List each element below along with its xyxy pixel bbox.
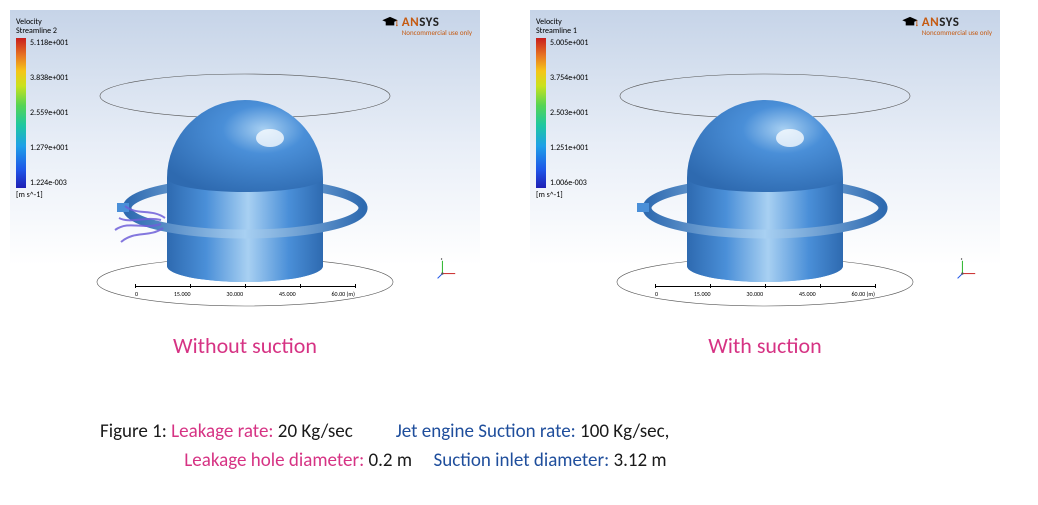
ansys-logo: ANSYS Noncommercial use only [381,16,472,36]
legend-unit: [m s^-1] [16,190,68,200]
caption-segment [353,420,396,443]
legend-title-line2: Streamline 1 [536,27,588,36]
legend-ticks: 5.118e+001 3.838e+001 2.559e+001 1.279e+… [30,38,68,188]
colorbar [536,38,546,188]
ruler-label: 15.000 [694,290,711,298]
caption-segment: 20 Kg/sec [274,420,353,443]
legend-title-line2: Streamline 2 [16,27,68,36]
caption-segment: Suction inlet diameter: [434,449,610,472]
colorbar [16,38,26,188]
caption-segment: Jet engine Suction rate: [396,420,576,443]
figure-caption: Figure 1: Leakage rate: 20 Kg/sec Jet en… [100,418,669,475]
tick: 2.559e+001 [30,108,68,118]
legend-unit: [m s^-1] [536,190,588,200]
dome-render [585,48,945,308]
legend-ticks: 5.005e+001 3.754e+001 2.503e+001 1.251e+… [550,38,588,188]
ruler-label: 60.00 (m) [852,290,875,298]
scale-ruler: 0 15.000 30.000 45.000 60.00 (m) [135,286,355,304]
tick: 3.754e+001 [550,73,588,83]
scale-ruler: 0 15.000 30.000 45.000 60.00 (m) [655,286,875,304]
logo-subtitle: Noncommercial use only [922,29,992,36]
caption-line-1: Figure 1: Leakage rate: 20 Kg/sec Jet en… [100,418,669,447]
caption-line-2: Leakage hole diameter: 0.2 m Suction inl… [100,447,669,476]
tick: 1.006e-003 [550,178,588,188]
ruler-label: 45.000 [279,290,296,298]
color-legend: Velocity Streamline 2 5.118e+001 3.838e+… [16,18,68,200]
tick: 2.503e+001 [550,108,588,118]
sim-panel-with-suction: ANSYS Noncommercial use only Velocity St… [530,10,1000,310]
ansys-logo: ANSYS Noncommercial use only [901,16,992,36]
ruler-label: 0 [135,290,138,298]
panel-block-right: ANSYS Noncommercial use only Velocity St… [530,10,1000,359]
legend-title: Velocity Streamline 2 [16,18,68,36]
tick: 1.251e+001 [550,143,588,153]
graduation-cap-icon [381,16,399,28]
ruler-label: 15.000 [174,290,191,298]
panel-caption: Without suction [173,332,317,359]
color-legend: Velocity Streamline 1 5.005e+001 3.754e+… [536,18,588,200]
caption-segment: Leakage rate: [171,420,273,443]
ruler-label: 45.000 [799,290,816,298]
ruler-label: 60.00 (m) [332,290,355,298]
caption-segment: 3.12 m [609,449,666,472]
caption-segment: Leakage hole diameter: [184,449,364,472]
caption-segment: 100 Kg/sec, [576,420,670,443]
tick: 1.224e-003 [30,178,68,188]
legend-title: Velocity Streamline 1 [536,18,588,36]
panel-block-left: ANSYS Noncommercial use only Velocity St… [10,10,480,359]
tick: 1.279e+001 [30,143,68,153]
axis-triad-icon: z [956,256,980,280]
panels-row: ANSYS Noncommercial use only Velocity St… [0,0,1038,359]
panel-caption: With suction [708,332,821,359]
caption-segment [412,449,433,472]
graduation-cap-icon [901,16,919,28]
ruler-label: 30.000 [226,290,243,298]
logo-subtitle: Noncommercial use only [402,29,472,36]
tick: 5.118e+001 [30,38,68,48]
tick: 5.005e+001 [550,38,588,48]
caption-segment: 0.2 m [364,449,412,472]
sim-panel-without-suction: ANSYS Noncommercial use only Velocity St… [10,10,480,310]
dome-render [65,48,425,308]
figure-prefix: Figure 1: [100,420,167,443]
ruler-label: 30.000 [746,290,763,298]
ruler-label: 0 [655,290,658,298]
tick: 3.838e+001 [30,73,68,83]
axis-triad-icon: z [436,256,460,280]
